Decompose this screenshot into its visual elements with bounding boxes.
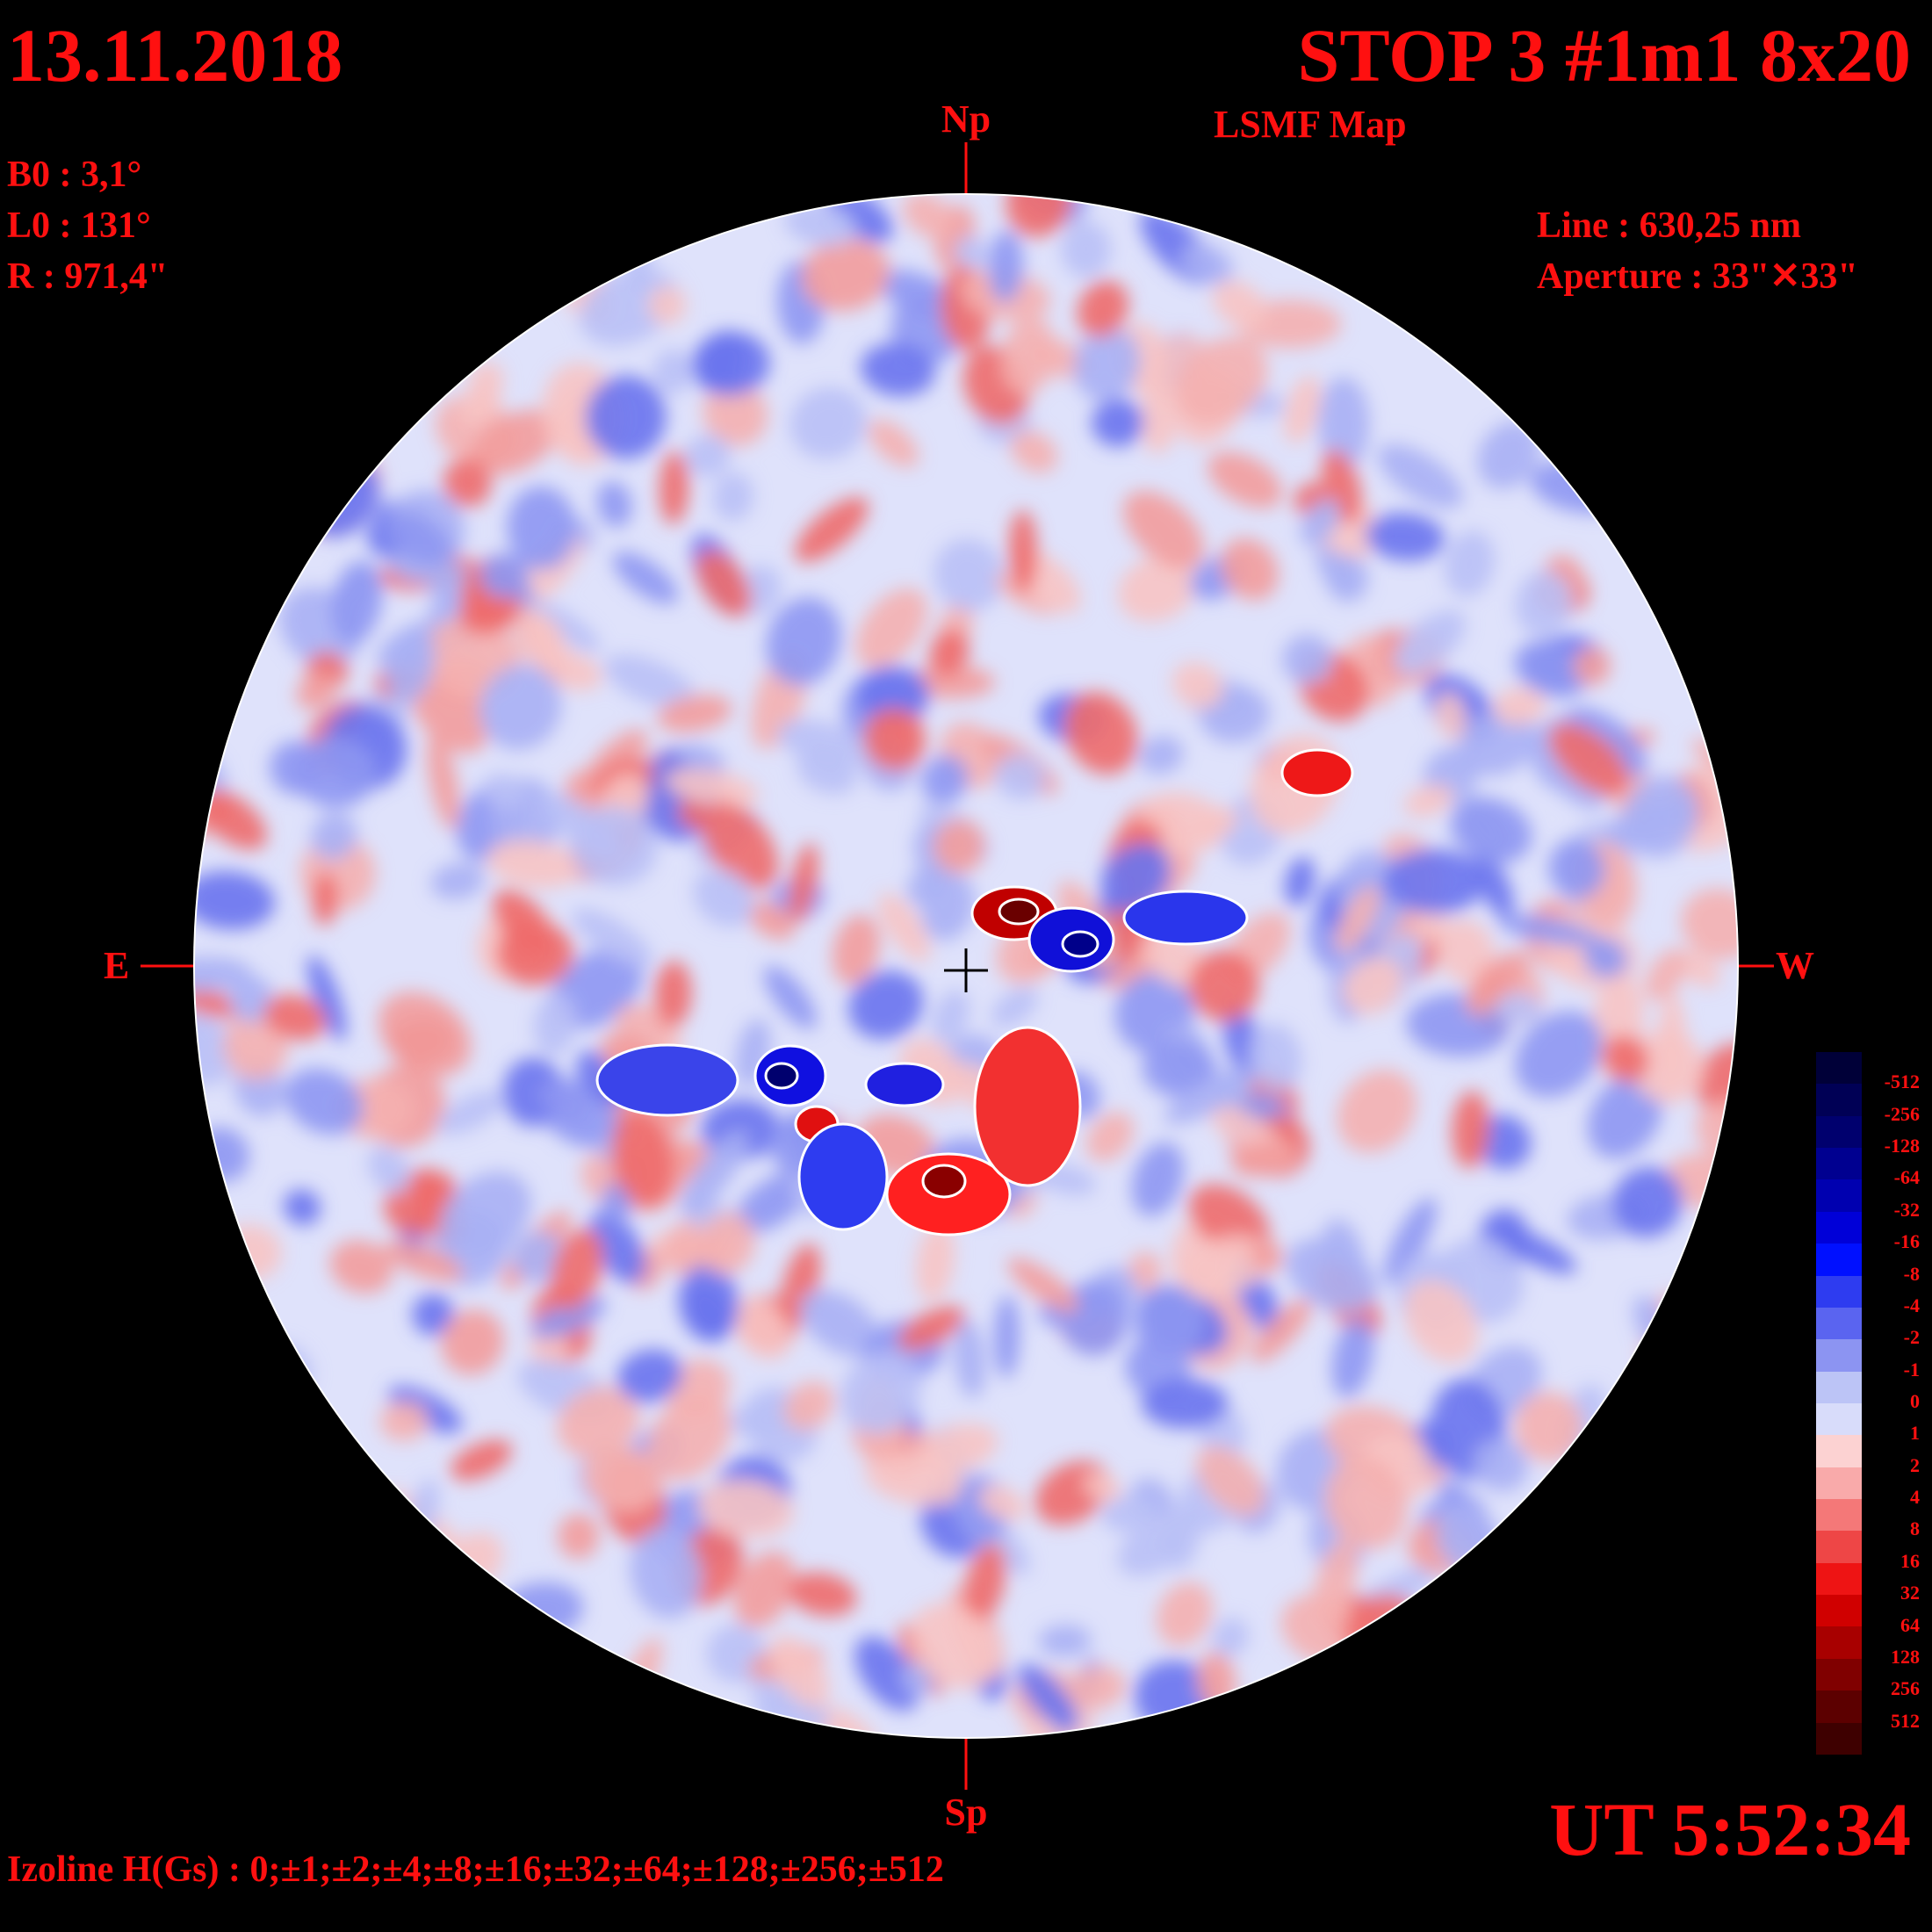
color-scale-label: -512 <box>1884 1071 1920 1093</box>
color-scale-cell <box>1816 1115 1862 1149</box>
magnetic-field-pattern <box>195 195 1737 1737</box>
color-scale-cell <box>1816 1179 1862 1212</box>
color-scale-label: 8 <box>1910 1517 1920 1540</box>
isoline-levels: Izoline H(Gs) : 0;±1;±2;±4;±8;±16;±32;±6… <box>7 1849 944 1890</box>
active-region-feature <box>1280 748 1354 797</box>
color-scale-cell <box>1816 1371 1862 1403</box>
color-scale-bar <box>1816 1052 1862 1755</box>
color-scale-cell <box>1816 1052 1862 1085</box>
color-scale-cell <box>1816 1307 1862 1340</box>
south-label: Sp <box>944 1791 988 1834</box>
l0-value: L0 : 131° <box>7 205 151 246</box>
disk-center-crosshair <box>944 948 988 992</box>
color-scale-label: 32 <box>1900 1582 1920 1604</box>
color-scale-cell <box>1816 1339 1862 1372</box>
color-scale-cell <box>1816 1595 1862 1627</box>
color-scale-cell <box>1816 1435 1862 1467</box>
active-region-feature <box>764 1062 799 1090</box>
north-label: Np <box>941 97 991 141</box>
active-region-feature <box>864 1062 945 1107</box>
color-scale-label: 16 <box>1900 1549 1920 1572</box>
color-scale-label: 0 <box>1910 1390 1920 1412</box>
observation-date: 13.11.2018 <box>7 13 343 97</box>
aperture: Aperture : 33"✕33" <box>1537 256 1858 297</box>
color-scale-cell <box>1816 1402 1862 1436</box>
universal-time: UT 5:52:34 <box>1549 1787 1911 1871</box>
color-scale-cell <box>1816 1499 1862 1532</box>
color-scale-label: -32 <box>1893 1198 1920 1221</box>
map-title: STOP 3 #1m1 8x20 <box>1297 13 1911 97</box>
color-scale-label: -4 <box>1903 1294 1920 1316</box>
color-scale-cell <box>1816 1690 1862 1723</box>
spectral-line: Line : 630,25 nm <box>1537 205 1802 246</box>
color-scale-cell <box>1816 1467 1862 1500</box>
color-scale-labels: -512 -256 -128 -64 -32 -16 -8 -4 -2 -1 0 1 2 4 8 16 32 64… <box>1867 1052 1920 1755</box>
active-region-feature <box>998 898 1040 926</box>
color-scale-label: -1 <box>1903 1358 1920 1381</box>
east-label: E <box>104 944 130 987</box>
active-region-feature <box>595 1043 739 1117</box>
b0-value: B0 : 3,1° <box>7 155 142 195</box>
active-region-feature <box>921 1164 967 1199</box>
color-scale-cell <box>1816 1211 1862 1244</box>
color-scale-cell <box>1816 1531 1862 1563</box>
color-scale-label: 512 <box>1891 1709 1920 1732</box>
color-scale-cell <box>1816 1084 1862 1116</box>
color-scale-cell <box>1816 1658 1862 1691</box>
active-region-feature <box>1061 930 1099 958</box>
color-scale-cell <box>1816 1244 1862 1276</box>
color-scale-label: -8 <box>1903 1262 1920 1285</box>
color-scale-label: 256 <box>1891 1677 1920 1700</box>
color-scale-label: 2 <box>1910 1453 1920 1476</box>
color-scale-label: 4 <box>1910 1486 1920 1509</box>
color-scale-cell <box>1816 1722 1862 1755</box>
active-region-feature <box>1122 890 1249 946</box>
color-scale-label: -16 <box>1893 1230 1920 1253</box>
color-scale-cell <box>1816 1275 1862 1308</box>
radius-value: R : 971,4" <box>7 256 169 297</box>
color-scale-label: -64 <box>1893 1166 1920 1189</box>
color-scale-cell <box>1816 1562 1862 1596</box>
color-scale-label: 128 <box>1891 1645 1920 1668</box>
map-subtitle: LSMF Map <box>1214 103 1407 146</box>
color-scale-label: 1 <box>1910 1422 1920 1445</box>
color-scale-cell <box>1816 1626 1862 1659</box>
color-scale-cell <box>1816 1148 1862 1180</box>
color-scale-label: -2 <box>1903 1326 1920 1349</box>
active-region-feature <box>797 1122 889 1231</box>
color-scale-label: -256 <box>1884 1102 1920 1125</box>
color-scale-label: 64 <box>1900 1613 1920 1636</box>
west-label: W <box>1776 944 1814 987</box>
active-region-feature <box>973 1026 1082 1187</box>
color-scale-label: -128 <box>1884 1135 1920 1157</box>
